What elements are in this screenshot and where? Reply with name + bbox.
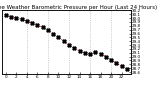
Title: Milwaukee Weather Barometric Pressure per Hour (Last 24 Hours): Milwaukee Weather Barometric Pressure pe… — [0, 5, 157, 10]
